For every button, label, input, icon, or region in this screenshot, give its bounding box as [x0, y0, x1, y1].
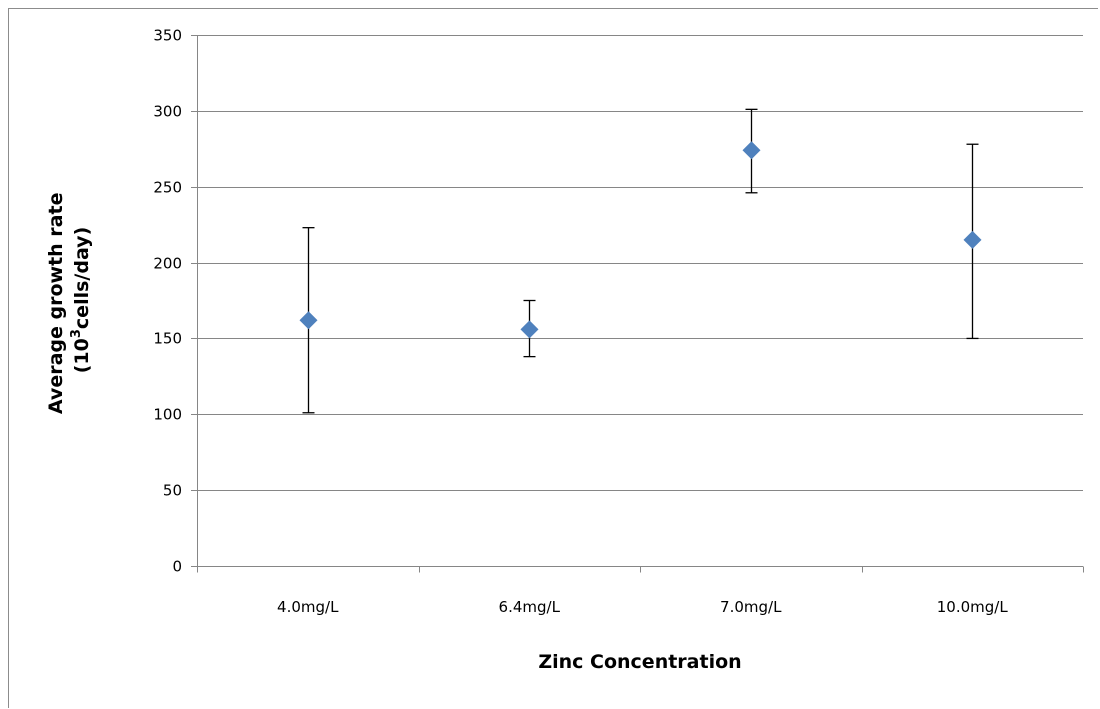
- y-tick-label: 250: [153, 179, 182, 197]
- y-axis-title-superscript: 3: [69, 329, 84, 338]
- y-axis-title-suffix: cells/day): [71, 227, 93, 329]
- chart-frame: [8, 8, 1098, 708]
- x-tick-label: 7.0mg/L: [720, 598, 782, 616]
- data-points: [299, 141, 982, 339]
- y-tick-label: 50: [163, 482, 182, 500]
- x-tick-label: 4.0mg/L: [277, 598, 339, 616]
- y-tick-label: 350: [153, 27, 182, 45]
- y-tick-label: 300: [153, 103, 182, 121]
- y-axis-title-line2: (103cells/day): [69, 227, 93, 374]
- y-axis-title-prefix: (10: [71, 338, 93, 373]
- axes: 0 50 100 150 200 250 300 350 4.0mg/L 6.4mg/L 7.0mg…: [153, 27, 1084, 616]
- y-tick-label: 150: [153, 330, 182, 348]
- y-axis-title-line1: Average growth rate: [45, 193, 67, 415]
- error-bars: [302, 108, 979, 414]
- y-tick-label: 0: [172, 558, 182, 576]
- y-tick-label: 200: [153, 255, 182, 273]
- y-axis-title: Average growth rate (103cells/day): [45, 186, 93, 414]
- x-axis-title: Zinc Concentration: [538, 651, 741, 673]
- y-tick-label: 100: [153, 406, 182, 424]
- data-point: [742, 141, 761, 160]
- data-point: [963, 230, 982, 249]
- x-tick-label: 10.0mg/L: [937, 598, 1009, 616]
- gridlines: [197, 35, 1083, 491]
- x-tick-label: 6.4mg/L: [499, 598, 561, 616]
- data-point: [299, 311, 318, 330]
- data-point: [520, 320, 539, 339]
